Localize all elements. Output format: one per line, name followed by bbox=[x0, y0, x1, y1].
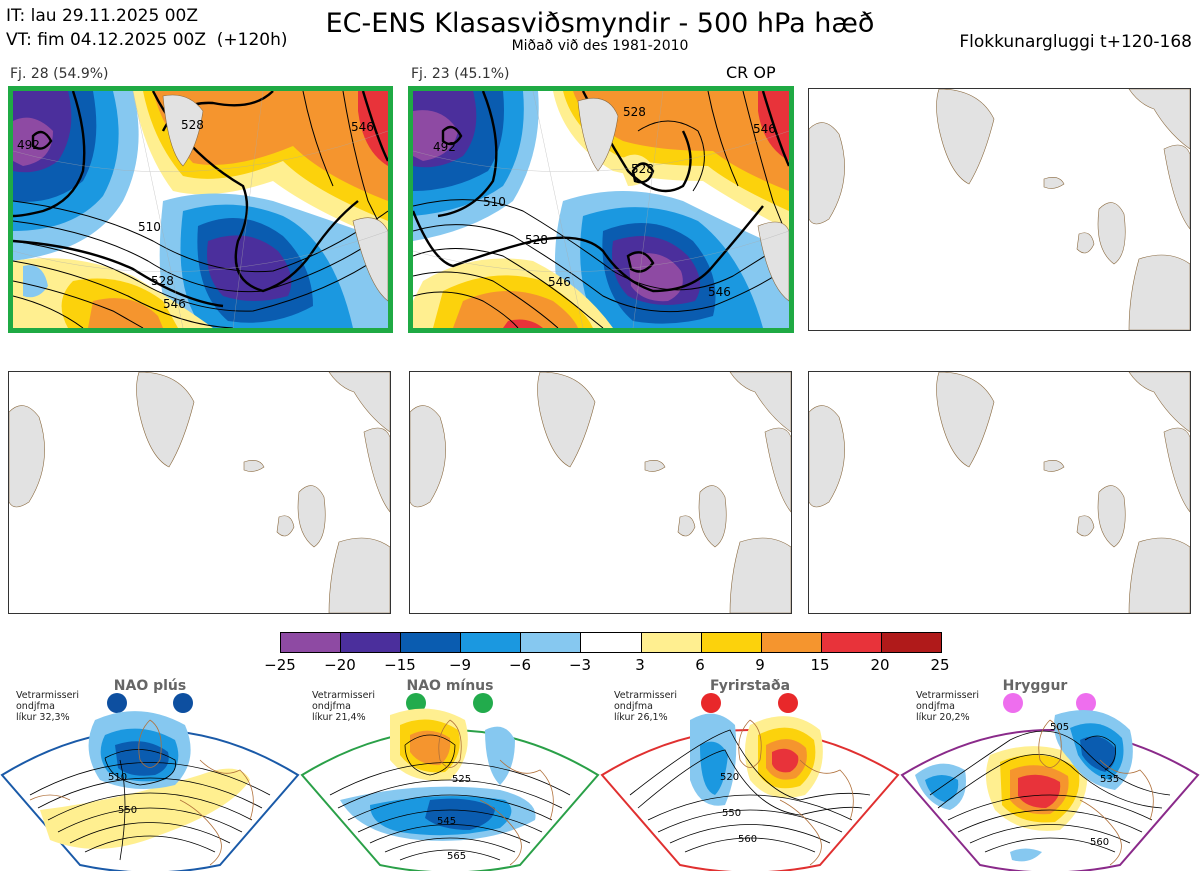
cluster-map-2[interactable]: 492 528 546 510 528 528 546 546 bbox=[408, 86, 794, 333]
regime-blocking-contour-550: 550 bbox=[722, 808, 741, 819]
cbar-tick: −3 bbox=[568, 656, 592, 674]
regime-ridge-dot bbox=[1076, 693, 1096, 713]
page-subtitle: Miðað við des 1981-2010 bbox=[511, 38, 689, 54]
regime-blocking-contour-560: 560 bbox=[738, 834, 757, 845]
regime-nao-minus-dot bbox=[473, 693, 493, 713]
page-title: EC-ENS Klasasviðsmyndir - 500 hPa hæð bbox=[325, 8, 875, 39]
panel-1-label: Fj. 28 (54.9%) bbox=[10, 66, 109, 82]
cbar-swatch-2 bbox=[341, 633, 402, 652]
regime-blocking-map[interactable]: 520 550 560 bbox=[600, 700, 900, 871]
p2-contour-528-north: 528 bbox=[623, 105, 646, 119]
anomaly-colorbar bbox=[280, 632, 942, 653]
regime-ridge-dot bbox=[1003, 693, 1023, 713]
regime-blocking-note: Vetrarmisseri ondjfma líkur 26,1% bbox=[614, 690, 677, 723]
initial-time: IT: lau 29.11.2025 00Z bbox=[6, 6, 198, 26]
cbar-tick: −6 bbox=[508, 656, 532, 674]
cluster-map-1[interactable]: 492 528 546 510 528 546 bbox=[8, 86, 393, 333]
p2-contour-510: 510 bbox=[483, 195, 506, 209]
cbar-swatch-10 bbox=[821, 633, 882, 652]
regime-blocking-dot bbox=[778, 693, 798, 713]
cbar-tick: −15 bbox=[384, 656, 416, 674]
regime-ridge-contour-560: 560 bbox=[1090, 837, 1109, 848]
cbar-tick: −20 bbox=[324, 656, 356, 674]
regime-ridge-contour-535: 535 bbox=[1100, 774, 1119, 785]
p2-contour-546-east: 546 bbox=[753, 122, 776, 136]
regime-nao-plus-contour-510: 510 bbox=[108, 772, 127, 783]
regime-nao-minus-note: Vetrarmisseri ondjfma líkur 21,4% bbox=[312, 690, 375, 723]
p1-contour-546-south: 546 bbox=[163, 297, 186, 311]
regime-ridge-note: Vetrarmisseri ondjfma líkur 20,2% bbox=[916, 690, 979, 723]
p2-contour-528-mid: 528 bbox=[525, 233, 548, 247]
regime-nao-minus-contour-545: 545 bbox=[437, 816, 456, 827]
p2-contour-546-se: 546 bbox=[708, 285, 731, 299]
regime-nao-plus-contour-550: 550 bbox=[118, 805, 137, 816]
panel-2-label: Fj. 23 (45.1%) bbox=[411, 66, 510, 82]
panel-2-cr-op-label: CR OP bbox=[726, 63, 776, 82]
cbar-tick: 15 bbox=[810, 656, 830, 674]
cbar-swatch-8 bbox=[701, 633, 762, 652]
p2-contour-492: 492 bbox=[433, 140, 456, 154]
cbar-tick: 9 bbox=[755, 656, 765, 674]
regime-nao-plus-note: Vetrarmisseri ondjfma líkur 32,3% bbox=[16, 690, 79, 723]
classification-window: Flokkunargluggi t+120-168 bbox=[959, 32, 1192, 52]
cluster-map-4[interactable] bbox=[8, 371, 391, 614]
regime-ridge-map[interactable]: 505 535 560 bbox=[900, 700, 1200, 871]
p2-contour-546-south: 546 bbox=[548, 275, 571, 289]
regime-nao-plus-dot bbox=[107, 693, 127, 713]
cbar-tick: −25 bbox=[264, 656, 296, 674]
regime-nao-plus-title: NAO plús bbox=[113, 678, 187, 694]
cluster-map-6[interactable] bbox=[808, 371, 1191, 614]
p1-contour-528-north: 528 bbox=[181, 118, 204, 132]
regime-nao-plus-dot bbox=[173, 693, 193, 713]
regime-nao-minus-dot bbox=[406, 693, 426, 713]
regime-nao-minus-contour-565: 565 bbox=[447, 851, 466, 862]
cbar-tick: −9 bbox=[448, 656, 472, 674]
cbar-swatch-5 bbox=[521, 633, 582, 652]
cbar-tick: 3 bbox=[635, 656, 645, 674]
regime-nao-minus-map[interactable]: 525 545 565 bbox=[300, 700, 600, 871]
cbar-tick: 25 bbox=[930, 656, 950, 674]
regime-nao-minus-contour-525: 525 bbox=[452, 774, 471, 785]
cluster-map-5[interactable] bbox=[409, 371, 792, 614]
cbar-tick: 6 bbox=[695, 656, 705, 674]
cbar-swatch-6 bbox=[581, 633, 642, 652]
cbar-swatch-1 bbox=[281, 633, 342, 652]
regime-nao-minus-title: NAO mínus bbox=[406, 678, 494, 694]
regime-blocking-dot bbox=[701, 693, 721, 713]
cbar-swatch-3 bbox=[401, 633, 462, 652]
cluster-map-3[interactable] bbox=[808, 88, 1191, 331]
valid-time: VT: fim 04.12.2025 00Z (+120h) bbox=[6, 30, 288, 50]
p1-contour-492: 492 bbox=[17, 138, 40, 152]
regime-nao-plus-map[interactable]: 510 550 bbox=[0, 700, 300, 871]
regime-ridge-contour-505: 505 bbox=[1050, 722, 1069, 733]
cbar-swatch-7 bbox=[641, 633, 702, 652]
cbar-swatch-9 bbox=[761, 633, 822, 652]
regime-blocking-contour-520: 520 bbox=[720, 772, 739, 783]
p2-contour-528-inner: 528 bbox=[631, 162, 654, 176]
cbar-tick: 20 bbox=[870, 656, 890, 674]
regime-blocking-title: Fyrirstaða bbox=[709, 678, 791, 694]
p1-contour-510: 510 bbox=[138, 220, 161, 234]
cbar-swatch-4 bbox=[461, 633, 522, 652]
cbar-swatch-11 bbox=[881, 633, 942, 652]
regime-ridge-title: Hryggur bbox=[1002, 678, 1068, 694]
p1-contour-528-south: 528 bbox=[151, 274, 174, 288]
p1-contour-546-east: 546 bbox=[351, 120, 374, 134]
